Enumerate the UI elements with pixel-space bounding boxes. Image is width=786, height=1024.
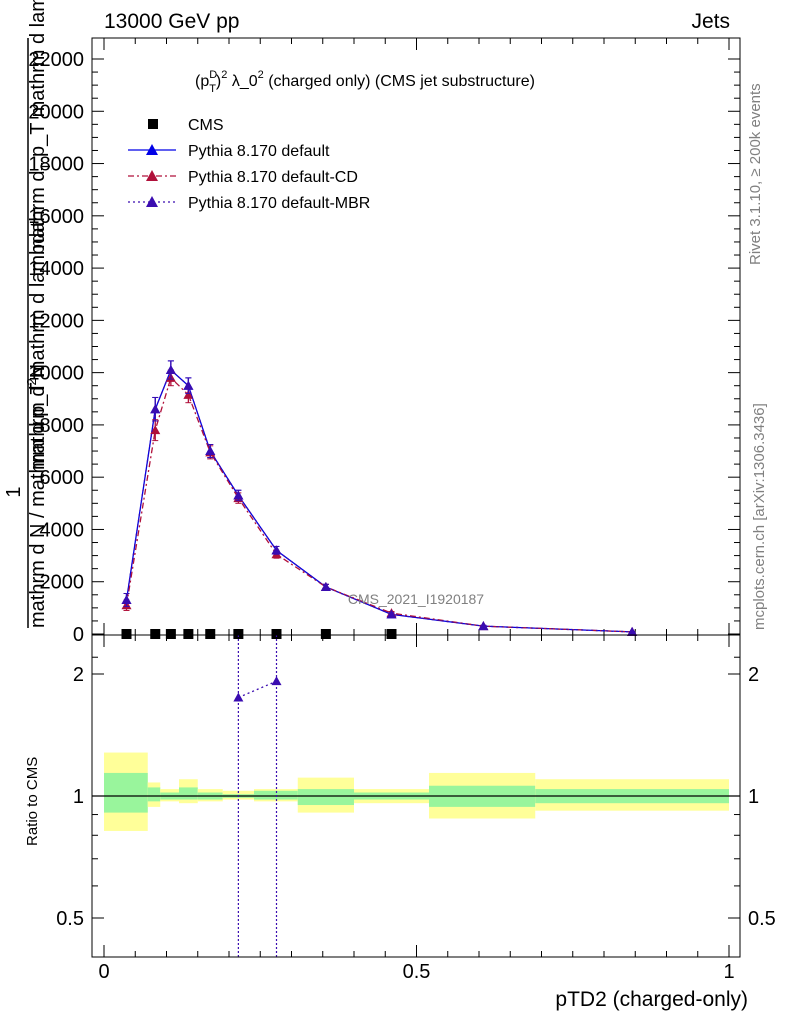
title-sup-d: D: [209, 69, 217, 81]
legend-label-cd: Pythia 8.170 default-CD: [188, 169, 358, 186]
ratio-y-axis: 0.5 0.5 1 1 2 2: [56, 656, 776, 930]
main-plot-area: [121, 360, 638, 639]
point-mbr: [165, 365, 176, 375]
point-mbr: [627, 626, 638, 636]
main-y-tick-label: 10000: [28, 363, 84, 385]
point-mbr: [320, 581, 331, 591]
legend-marker-cd: [146, 170, 158, 181]
header-left: 13000 GeV pp: [104, 10, 239, 33]
y-label-ov-sub: T: [38, 163, 53, 171]
ratio-uncertainty-bands: [104, 752, 729, 831]
ratio-plot-area: [92, 635, 740, 957]
x-axis: 0 0.5 1: [98, 635, 735, 983]
y-label-num-sup: 2: [24, 378, 39, 385]
main-y-tick-label: 20000: [28, 101, 84, 123]
title-sup-2: 2: [221, 69, 227, 81]
ratio-y-tick-label-right: 1: [748, 786, 759, 808]
point-cms: [150, 629, 161, 639]
main-y-axis-label: 1 mathrm d N / mathrm d p_T mathrm d lam…: [3, 0, 53, 628]
legend-marker-mbr: [146, 196, 158, 207]
main-y-axis: 0 2000 4000 6000 8000 10000 12000 14000 16000 180…: [28, 38, 740, 646]
y-label-ov-a: mathrm d: [27, 171, 49, 255]
x-axis-label: pTD2 (charged-only): [555, 988, 748, 1011]
legend-label-cms: CMS: [188, 117, 224, 134]
title-part-c: λ_0: [227, 73, 257, 90]
header-right: Jets: [691, 10, 730, 33]
legend-label-mbr: Pythia 8.170 default-MBR: [188, 195, 370, 212]
ratio-point-mbr: [271, 676, 282, 686]
ratio-band-inner: [297, 789, 354, 806]
point-cms: [121, 629, 132, 639]
ratio-y-tick-label-right: 2: [748, 664, 759, 686]
main-y-tick-label: 6000: [40, 467, 85, 489]
point-cms: [183, 629, 194, 639]
x-tick-label: 0: [98, 961, 109, 983]
y-label-ov-b: p_T mathrm d lambda: [27, 0, 49, 163]
point-cms: [386, 629, 397, 639]
main-y-tick-label: 0: [73, 624, 84, 646]
ratio-y-tick-label: 2: [73, 664, 84, 686]
y-label-num-a: mathrm d: [27, 386, 49, 470]
title-part-d: (charged only) (CMS jet substructure): [264, 73, 535, 90]
series-line-cd: [125, 376, 633, 633]
point-cms: [271, 629, 282, 639]
point-mbr: [183, 380, 194, 390]
legend-marker-default: [146, 144, 158, 155]
main-y-tick-label: 14000: [28, 258, 84, 280]
title-sub-t: T: [209, 83, 216, 95]
mcplots-label: mcplots.cern.ch [arXiv:1306.3436]: [751, 403, 768, 630]
main-y-tick-label: 8000: [40, 415, 85, 437]
title-sup-2b: 2: [258, 69, 264, 81]
y-label-denominator: mathrm d N / mathrm d p_T mathrm d lambd…: [27, 221, 49, 628]
ratio-y-axis-label: Ratio to CMS: [24, 757, 41, 846]
y-label-num-b: N: [27, 364, 49, 378]
legend-label-default: Pythia 8.170 default: [188, 143, 330, 160]
main-panel: 0 2000 4000 6000 8000 10000 12000 14000 16000 180…: [3, 0, 741, 646]
main-y-tick-label: 16000: [28, 206, 84, 228]
main-y-tick-label: 4000: [40, 519, 85, 541]
point-cms: [320, 629, 331, 639]
point-cd: [183, 389, 194, 399]
point-mbr: [233, 490, 244, 500]
ratio-band-inner: [179, 787, 198, 800]
legend-marker-cms: [148, 119, 158, 129]
y-label-overlay: mathrm dT p_T mathrm d lambda: [27, 0, 53, 255]
point-mbr: [121, 595, 132, 605]
main-y-tick-label: 22000: [28, 49, 84, 71]
point-mbr: [205, 446, 216, 456]
main-title: (pD T)2 λ_02 (charged only) (CMS jet subs…: [195, 69, 535, 95]
ratio-point-mbr: [233, 692, 244, 702]
point-mbr: [271, 545, 282, 555]
ratio-band-inner: [104, 772, 148, 813]
x-tick-label: 1: [723, 961, 734, 983]
point-cd: [150, 425, 161, 435]
point-cms: [233, 629, 244, 639]
point-cms: [205, 629, 216, 639]
title-part-b: ): [216, 73, 221, 90]
x-tick-label: 0.5: [403, 961, 431, 983]
ratio-y-tick-label-right: 0.5: [748, 908, 776, 930]
ratio-panel: 0.5 0.51 12 2 0 0.5 1 Ratio to CMS pTD2 (char…: [24, 634, 776, 1011]
y-label-fraction-one: 1: [3, 486, 25, 497]
rivet-version-label: Rivet 3.1.10, ≥ 200k events: [747, 83, 764, 265]
main-y-tick-label: 12000: [28, 310, 84, 332]
analysis-watermark: CMS_2021_I1920187: [348, 591, 484, 607]
ratio-y-tick-label: 1: [73, 786, 84, 808]
title-part-a: (p: [195, 73, 209, 90]
ratio-band-inner: [254, 790, 298, 800]
main-y-tick-label: 18000: [28, 154, 84, 176]
point-mbr: [386, 609, 397, 619]
main-y-tick-label: 2000: [40, 572, 85, 594]
ratio-y-tick-label: 0.5: [56, 908, 84, 930]
y-label-numerator: mathrm d2N: [24, 364, 49, 470]
legend: CMS Pythia 8.170 default Pythia 8.170 de…: [128, 117, 370, 212]
ratio-line-mbr: [238, 680, 277, 699]
point-mbr: [478, 621, 489, 631]
point-mbr: [150, 404, 161, 414]
point-cms: [165, 629, 176, 639]
ratio-band-inner: [147, 787, 161, 802]
